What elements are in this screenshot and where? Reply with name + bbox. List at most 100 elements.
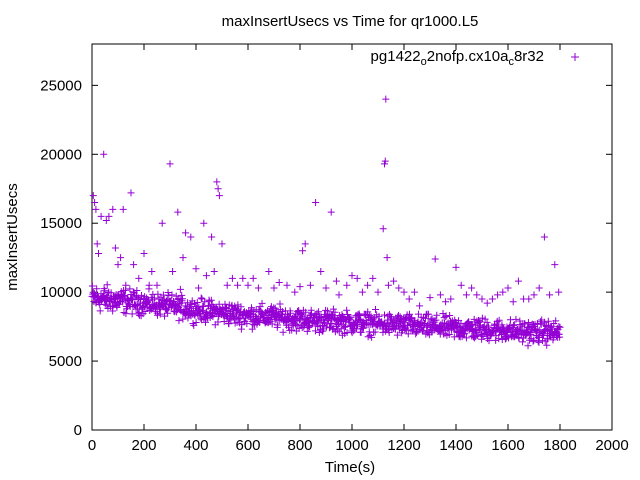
data-point bbox=[476, 325, 484, 333]
data-point bbox=[445, 331, 453, 338]
data-point bbox=[407, 315, 415, 323]
data-point bbox=[381, 311, 388, 319]
data-point bbox=[390, 277, 398, 285]
data-point bbox=[291, 288, 299, 296]
data-point bbox=[93, 285, 101, 293]
data-point bbox=[353, 274, 361, 282]
data-point bbox=[364, 281, 372, 289]
data-point bbox=[302, 308, 310, 316]
data-point bbox=[473, 329, 481, 337]
data-point bbox=[150, 294, 158, 302]
data-point bbox=[544, 335, 552, 343]
data-point bbox=[109, 205, 117, 213]
data-point bbox=[306, 323, 314, 331]
legend-entry-label: pg1422o2nofp.cx10ac8r32 bbox=[371, 48, 544, 68]
data-point bbox=[369, 274, 377, 282]
x-tick-label: 1800 bbox=[543, 437, 576, 454]
data-point bbox=[348, 272, 356, 280]
data-point bbox=[215, 192, 223, 200]
data-point bbox=[130, 261, 138, 269]
data-point bbox=[555, 322, 563, 330]
data-point bbox=[372, 305, 380, 313]
data-point bbox=[332, 277, 340, 285]
data-point bbox=[92, 205, 100, 213]
data-point bbox=[127, 189, 135, 197]
data-point bbox=[408, 314, 416, 322]
data-point bbox=[540, 233, 548, 241]
data-point bbox=[521, 320, 529, 328]
data-point bbox=[371, 328, 379, 336]
data-point bbox=[288, 326, 296, 334]
data-point bbox=[122, 310, 130, 318]
data-point bbox=[193, 298, 201, 306]
data-point bbox=[182, 229, 190, 237]
data-point bbox=[268, 320, 276, 328]
data-point bbox=[225, 320, 233, 328]
x-tick-label: 200 bbox=[131, 437, 156, 454]
data-point bbox=[473, 291, 481, 299]
data-point bbox=[401, 325, 409, 333]
data-point bbox=[88, 282, 96, 290]
data-point bbox=[292, 320, 300, 328]
data-point bbox=[197, 314, 205, 322]
data-point bbox=[140, 250, 148, 258]
data-point bbox=[96, 307, 104, 315]
plot-area-frame bbox=[91, 43, 613, 431]
legend-label-subscript: o bbox=[421, 56, 427, 68]
data-point bbox=[410, 288, 418, 296]
data-point bbox=[243, 320, 251, 328]
data-point bbox=[215, 300, 223, 308]
data-point bbox=[324, 307, 332, 315]
data-point bbox=[393, 331, 401, 339]
data-point bbox=[474, 332, 482, 340]
data-point bbox=[97, 212, 105, 220]
data-point bbox=[494, 291, 502, 299]
data-point bbox=[201, 318, 209, 326]
data-point bbox=[483, 299, 491, 307]
data-point bbox=[169, 267, 177, 275]
y-tick-label: 10000 bbox=[40, 284, 82, 301]
data-point bbox=[337, 325, 345, 333]
data-point bbox=[462, 291, 470, 299]
data-point bbox=[357, 315, 365, 323]
data-point bbox=[214, 318, 222, 326]
data-point bbox=[148, 267, 156, 275]
data-point bbox=[248, 325, 256, 333]
legend-label-part: 8r32 bbox=[514, 48, 544, 65]
data-point bbox=[416, 302, 424, 310]
data-point bbox=[547, 324, 555, 332]
data-point bbox=[270, 284, 278, 292]
legend-label-subscript: c bbox=[508, 56, 514, 68]
data-point bbox=[405, 295, 413, 303]
data-point bbox=[308, 310, 316, 318]
data-point bbox=[102, 216, 110, 224]
data-point bbox=[237, 303, 245, 311]
data-point bbox=[213, 178, 221, 186]
data-point bbox=[195, 284, 203, 292]
data-point bbox=[174, 208, 182, 216]
data-point bbox=[210, 267, 218, 275]
data-point bbox=[126, 285, 134, 293]
data-point bbox=[218, 240, 226, 248]
data-point bbox=[340, 323, 348, 331]
data-point bbox=[161, 312, 169, 320]
data-point bbox=[436, 291, 444, 299]
data-point bbox=[164, 288, 172, 296]
data-point bbox=[175, 317, 183, 325]
data-point bbox=[395, 284, 403, 292]
data-point bbox=[114, 261, 122, 269]
data-point bbox=[214, 185, 222, 193]
data-point bbox=[192, 265, 200, 273]
data-point bbox=[404, 330, 412, 338]
data-point bbox=[315, 308, 323, 316]
data-point bbox=[546, 291, 554, 299]
data-point bbox=[425, 310, 433, 318]
data-point bbox=[274, 321, 282, 329]
data-point bbox=[510, 321, 518, 329]
data-point bbox=[555, 288, 563, 296]
data-point bbox=[512, 315, 520, 323]
data-point bbox=[176, 285, 184, 293]
data-point bbox=[91, 199, 99, 207]
data-point bbox=[192, 319, 200, 327]
data-point bbox=[556, 323, 564, 331]
